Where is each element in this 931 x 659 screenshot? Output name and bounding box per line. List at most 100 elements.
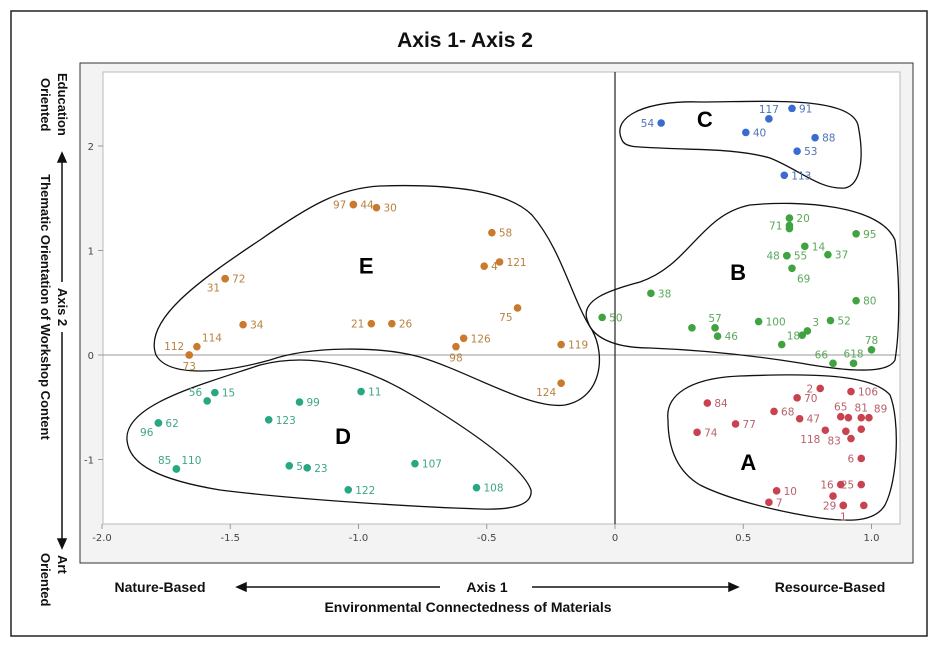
data-point — [411, 459, 419, 468]
data-point — [754, 317, 763, 326]
point-label: 88 — [822, 133, 835, 145]
point-label: 112 — [164, 341, 184, 353]
data-point — [357, 387, 365, 396]
cluster-letter: B — [730, 260, 746, 285]
data-point — [452, 342, 460, 351]
cluster-outline-b — [585, 202, 900, 371]
point-label: 62 — [165, 418, 178, 430]
y-tick-label: 0 — [88, 351, 94, 362]
point-label: 30 — [383, 203, 396, 215]
y-tick-label: 2 — [88, 142, 94, 153]
point-label: 66 — [815, 349, 829, 361]
cluster-b: 20 71 95 14 37 48 55 69 38 80 50 57 46 100 3 18 52 78 66 61… — [598, 213, 878, 368]
point-label: 84 — [714, 398, 728, 410]
point-label: 124 — [536, 387, 556, 399]
point-label: 81 — [855, 403, 868, 415]
point-label: 126 — [471, 333, 491, 345]
cluster-outline-c — [619, 100, 862, 189]
point-label: 91 — [799, 103, 812, 115]
data-point — [788, 264, 796, 273]
data-point — [285, 461, 294, 470]
data-point — [657, 119, 665, 127]
point-label: 52 — [837, 316, 850, 328]
point-label: 73 — [183, 361, 196, 373]
data-point — [731, 420, 740, 428]
data-point — [742, 128, 750, 137]
x-right-label: Resource-Based — [775, 579, 886, 595]
data-point — [713, 332, 722, 340]
data-point — [793, 394, 801, 402]
data-point — [788, 104, 796, 113]
cluster-letter: C — [697, 107, 713, 132]
cluster-a: 2 106 84 70 68 47 65 81 89 77 74 118 83 6 16 25 107 29 1 A — [693, 383, 887, 523]
point-label: 99 — [307, 397, 320, 409]
data-point — [765, 498, 773, 507]
point-label: 69 — [797, 273, 810, 285]
chart-title: Axis 1- Axis 2 — [397, 29, 533, 52]
data-point — [388, 319, 396, 328]
point-label: 77 — [743, 419, 756, 431]
data-point — [693, 428, 701, 437]
data-point — [857, 413, 866, 422]
point-label: 48 — [766, 251, 779, 263]
data-point — [711, 324, 719, 332]
point-label: 11 — [368, 387, 381, 399]
y-axis-title: Axis 2 — [55, 288, 70, 326]
point-label: 44 — [360, 200, 374, 212]
point-label: 122 — [355, 485, 375, 497]
point-label: 119 — [568, 340, 588, 352]
point-label: 25 — [841, 480, 854, 492]
data-point — [172, 465, 181, 473]
data-point — [344, 486, 353, 494]
data-point — [860, 501, 868, 510]
point-label: 53 — [804, 146, 817, 158]
x-tick-label: -0.5 — [477, 533, 497, 544]
point-label: 108 — [483, 483, 503, 495]
y-tick-label: 1 — [88, 247, 94, 258]
data-point — [459, 334, 468, 343]
data-point — [836, 480, 845, 489]
point-label: 37 — [835, 250, 848, 262]
data-point — [785, 214, 794, 222]
y-bottom-label-line1: Art — [55, 555, 70, 574]
point-label: 2 — [807, 383, 814, 395]
data-point — [795, 414, 804, 423]
data-point — [857, 425, 866, 433]
point-label: 20 — [796, 213, 809, 225]
data-point — [847, 387, 855, 396]
point-label: 29 — [823, 500, 836, 512]
point-label: 100 — [766, 317, 786, 329]
data-point — [785, 224, 794, 233]
data-point — [221, 274, 229, 283]
cluster-e: 97 44 30 58 4 121 31 72 34 21 26 75 126 98 119 124 114 11… — [164, 200, 588, 400]
point-label: 117 — [759, 104, 779, 116]
point-label: 110 — [181, 455, 201, 467]
data-point — [780, 171, 789, 180]
point-label: 65 — [834, 402, 847, 414]
data-point — [557, 340, 565, 349]
data-point — [688, 324, 696, 332]
data-point — [154, 419, 163, 427]
cluster-c: 54 117 91 40 88 53 113 C — [641, 103, 836, 182]
data-point — [239, 320, 247, 329]
data-point — [203, 397, 211, 405]
point-label: 89 — [874, 404, 887, 416]
point-label: 72 — [232, 274, 245, 286]
point-label: 56 — [189, 387, 203, 399]
point-label: 114 — [202, 333, 222, 345]
data-point — [811, 133, 819, 142]
data-point — [372, 203, 381, 212]
point-label: 78 — [865, 335, 878, 347]
x-axis-title: Axis 1 — [466, 579, 507, 595]
data-point — [211, 388, 219, 397]
data-point — [801, 242, 809, 251]
x-direction-arrows — [235, 581, 740, 593]
data-point — [816, 384, 824, 393]
point-label: 18 — [787, 331, 800, 343]
point-label: 68 — [781, 406, 794, 418]
data-point — [303, 464, 312, 472]
data-point — [857, 480, 866, 489]
point-label: 55 — [794, 251, 807, 263]
data-point — [844, 413, 853, 422]
data-point — [495, 258, 504, 266]
